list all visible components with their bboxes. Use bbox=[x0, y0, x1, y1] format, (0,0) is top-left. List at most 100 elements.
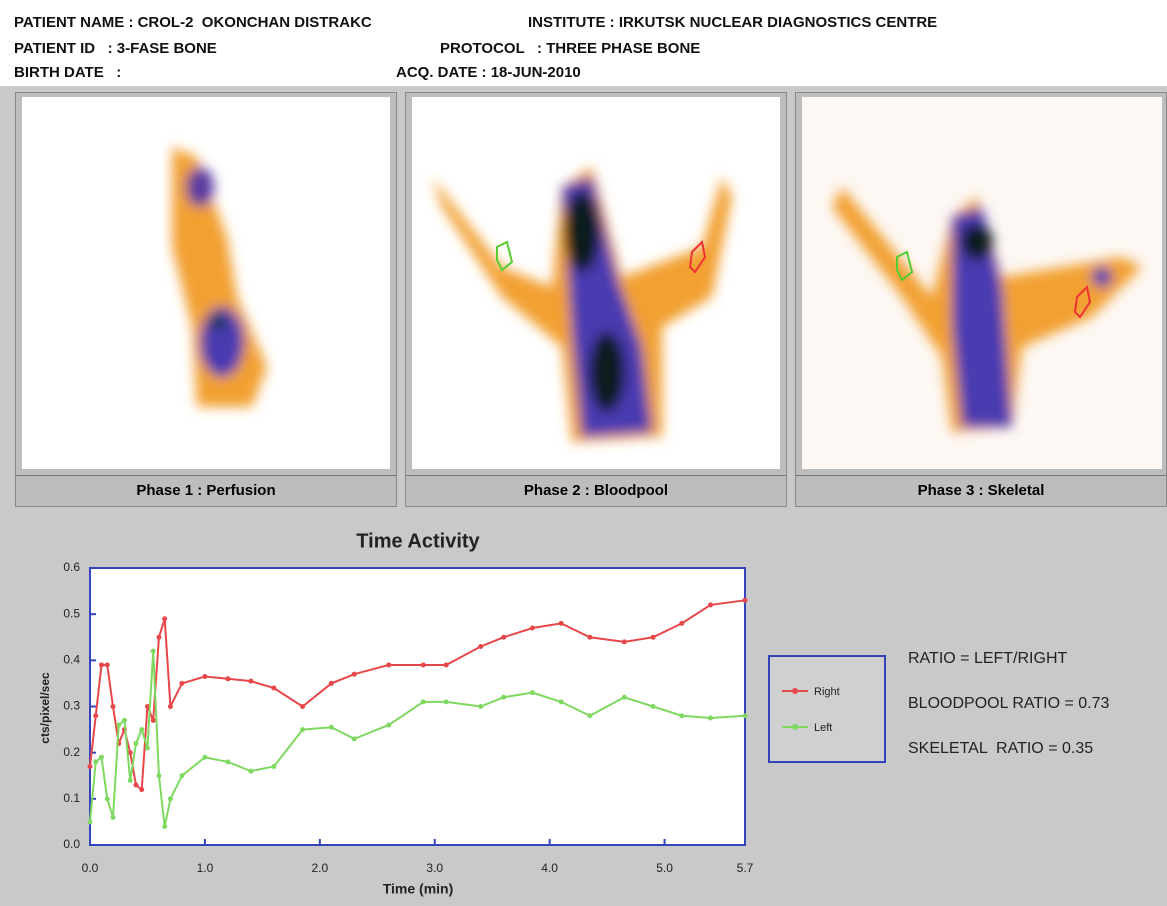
data-point bbox=[151, 649, 156, 654]
data-point bbox=[329, 725, 334, 730]
x-tick-label: 4.0 bbox=[541, 861, 558, 875]
data-point bbox=[105, 662, 110, 667]
data-point bbox=[99, 755, 104, 760]
data-point bbox=[162, 824, 167, 829]
legend-marker bbox=[792, 724, 798, 730]
data-point bbox=[587, 635, 592, 640]
data-point bbox=[110, 704, 115, 709]
data-point bbox=[329, 681, 334, 686]
ratio-text: BLOODPOOL RATIO = 0.73 bbox=[908, 695, 1109, 713]
data-point bbox=[225, 676, 230, 681]
x-tick-label: 5.0 bbox=[656, 861, 673, 875]
data-point bbox=[151, 718, 156, 723]
data-point bbox=[99, 662, 104, 667]
data-point bbox=[168, 704, 173, 709]
x-tick-label: 5.7 bbox=[737, 861, 754, 875]
y-tick-label: 0.1 bbox=[63, 791, 80, 805]
legend: Right Left bbox=[768, 655, 886, 763]
data-point bbox=[179, 681, 184, 686]
data-point bbox=[501, 635, 506, 640]
panel-caption: Phase 2 : Bloodpool bbox=[406, 475, 786, 506]
data-point bbox=[622, 695, 627, 700]
data-point bbox=[444, 699, 449, 704]
data-point bbox=[386, 662, 391, 667]
data-point bbox=[530, 626, 535, 631]
x-tick-label: 0.0 bbox=[82, 861, 99, 875]
x-tick-label: 1.0 bbox=[197, 861, 214, 875]
data-point bbox=[139, 787, 144, 792]
data-point bbox=[421, 662, 426, 667]
data-point bbox=[478, 704, 483, 709]
acq-date: ACQ. DATE : 18-JUN-2010 bbox=[396, 64, 581, 81]
data-point bbox=[421, 699, 426, 704]
data-point bbox=[444, 662, 449, 667]
data-point bbox=[708, 716, 713, 721]
x-tick-label: 2.0 bbox=[311, 861, 328, 875]
data-point bbox=[530, 690, 535, 695]
data-point bbox=[386, 722, 391, 727]
screen: PATIENT NAME : CROL-2 OKONCHAN DISTRAKC … bbox=[0, 0, 1167, 906]
data-point bbox=[501, 695, 506, 700]
data-point bbox=[105, 796, 110, 801]
data-point bbox=[162, 616, 167, 621]
y-tick-label: 0.6 bbox=[63, 560, 80, 574]
data-point bbox=[133, 741, 138, 746]
data-point bbox=[708, 602, 713, 607]
data-point bbox=[156, 635, 161, 640]
data-point bbox=[651, 635, 656, 640]
data-point bbox=[133, 782, 138, 787]
y-tick-label: 0.2 bbox=[63, 745, 80, 759]
data-point bbox=[559, 621, 564, 626]
data-point bbox=[271, 764, 276, 769]
data-point bbox=[743, 598, 748, 603]
panel-caption: Phase 1 : Perfusion bbox=[16, 475, 396, 506]
data-point bbox=[116, 722, 121, 727]
data-point bbox=[93, 713, 98, 718]
y-tick-label: 0.0 bbox=[63, 837, 80, 851]
data-point bbox=[622, 639, 627, 644]
data-point bbox=[248, 769, 253, 774]
y-tick-label: 0.5 bbox=[63, 606, 80, 620]
data-point bbox=[139, 727, 144, 732]
data-point bbox=[128, 778, 133, 783]
scan-image bbox=[22, 97, 390, 469]
data-point bbox=[248, 679, 253, 684]
chart: Time Activity Time (min) cts/pixel/sec 0… bbox=[0, 520, 900, 900]
y-tick-label: 0.3 bbox=[63, 699, 80, 713]
x-axis-label: Time (min) bbox=[383, 881, 454, 897]
image-panel: Phase 2 : Bloodpool bbox=[405, 92, 787, 507]
scan-image bbox=[412, 97, 780, 469]
data-point bbox=[202, 674, 207, 679]
legend-label: Right bbox=[814, 686, 840, 698]
patient-id: PATIENT ID : 3-FASE BONE bbox=[14, 40, 217, 57]
panel-caption: Phase 3 : Skeletal bbox=[796, 475, 1166, 506]
data-point bbox=[352, 736, 357, 741]
data-point bbox=[122, 718, 127, 723]
y-tick-label: 0.4 bbox=[63, 653, 80, 667]
data-point bbox=[559, 699, 564, 704]
legend-label: Left bbox=[814, 722, 832, 734]
legend-body: Right Left bbox=[770, 657, 884, 761]
scan-image bbox=[802, 97, 1162, 469]
data-point bbox=[679, 621, 684, 626]
image-panel: Phase 1 : Perfusion bbox=[15, 92, 397, 507]
data-point bbox=[587, 713, 592, 718]
data-point bbox=[679, 713, 684, 718]
data-point bbox=[145, 746, 150, 751]
protocol: PROTOCOL : THREE PHASE BONE bbox=[440, 40, 700, 57]
data-point bbox=[300, 727, 305, 732]
ratio-text: RATIO = LEFT/RIGHT bbox=[908, 650, 1067, 668]
data-point bbox=[651, 704, 656, 709]
birth-date: BIRTH DATE : bbox=[14, 64, 121, 81]
patient-name: PATIENT NAME : CROL-2 OKONCHAN DISTRAKC bbox=[14, 14, 372, 31]
data-point bbox=[743, 713, 748, 718]
data-point bbox=[352, 672, 357, 677]
institute: INSTITUTE : IRKUTSK NUCLEAR DIAGNOSTICS … bbox=[528, 14, 937, 31]
data-point bbox=[88, 764, 93, 769]
data-point bbox=[156, 773, 161, 778]
ratio-text: SKELETAL RATIO = 0.35 bbox=[908, 740, 1093, 758]
x-tick-label: 3.0 bbox=[426, 861, 443, 875]
data-point bbox=[225, 759, 230, 764]
data-point bbox=[271, 686, 276, 691]
data-point bbox=[179, 773, 184, 778]
